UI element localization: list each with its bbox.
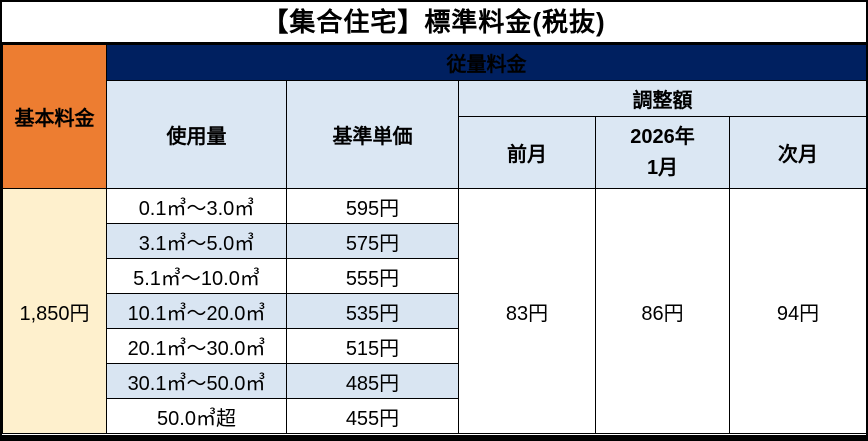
usage-column-header: 使用量 — [106, 80, 287, 189]
adjustment-current-value: 86円 — [595, 188, 730, 434]
basic-fee-value: 1,850円 — [2, 188, 107, 434]
usage-tier: 20.1㎥〜30.0㎥ — [106, 328, 287, 364]
usage-tier: 50.0㎥超 — [106, 398, 287, 434]
unit-price: 595円 — [286, 188, 459, 224]
adjustment-group-header: 調整額 — [457, 80, 868, 117]
unit-price: 535円 — [286, 293, 459, 329]
page-title: 【集合住宅】標準料金(税抜) — [2, 2, 866, 44]
unit-price: 485円 — [286, 363, 459, 399]
usage-tier: 10.1㎥〜20.0㎥ — [106, 293, 287, 329]
adjustment-next-month-header: 次月 — [728, 116, 868, 189]
unit-price: 515円 — [286, 328, 459, 364]
adjustment-current-month-header: 2026年 1月 — [595, 116, 730, 189]
adjustment-prev-month-header: 前月 — [458, 116, 596, 189]
unit-price: 575円 — [286, 223, 459, 259]
adjustment-next-value: 94円 — [728, 188, 868, 434]
usage-tier: 3.1㎥〜5.0㎥ — [106, 223, 287, 259]
usage-tier: 5.1㎥〜10.0㎥ — [106, 258, 287, 294]
usage-tier: 0.1㎥〜3.0㎥ — [106, 188, 287, 224]
volume-fee-header: 従量料金 — [105, 44, 868, 81]
unit-price: 555円 — [286, 258, 459, 294]
unit-price: 455円 — [286, 398, 459, 434]
usage-tier: 30.1㎥〜50.0㎥ — [106, 363, 287, 399]
adjustment-prev-value: 83円 — [458, 188, 596, 434]
unit-price-column-header: 基準単価 — [286, 80, 459, 189]
current-month-year: 2026年 — [630, 125, 695, 148]
pricing-table: 基本料金 従量料金 使用量 基準単価 調整額 前月 2026年 1月 次月 — [2, 44, 868, 434]
current-month-month: 1月 — [646, 156, 679, 179]
basic-fee-header: 基本料金 — [2, 44, 107, 189]
